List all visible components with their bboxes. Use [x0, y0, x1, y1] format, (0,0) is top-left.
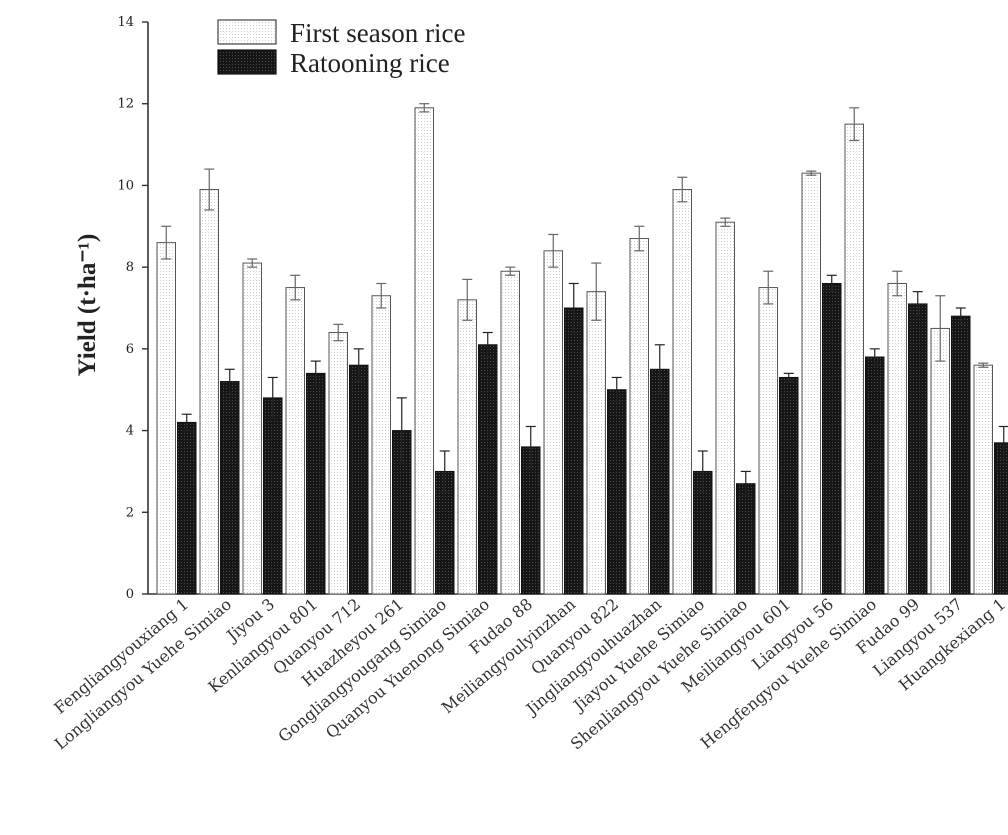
bar-first-season [630, 239, 649, 594]
y-tick-label: 8 [126, 260, 134, 275]
bar-first-season [673, 190, 692, 594]
y-tick-label: 6 [126, 342, 134, 357]
legend-label-ratooning: Ratooning rice [290, 48, 450, 78]
bar-first-season [200, 190, 219, 594]
legend: First season rice Ratooning rice [218, 18, 465, 78]
legend-swatch-first-season [218, 20, 276, 44]
bar-first-season [974, 365, 993, 594]
bar-first-season [759, 288, 778, 594]
bar-first-season [587, 292, 606, 594]
bar-ratooning [737, 484, 756, 594]
bar-first-season [501, 271, 520, 594]
y-tick-label: 0 [126, 587, 134, 602]
bar-ratooning [780, 377, 799, 594]
bar-ratooning [178, 422, 197, 594]
bar-ratooning [651, 369, 670, 594]
bar-ratooning [952, 316, 971, 594]
y-tick-label: 2 [126, 505, 134, 520]
legend-swatch-ratooning [218, 50, 276, 74]
bar-ratooning [565, 308, 584, 594]
bar-first-season [415, 108, 434, 594]
bar-ratooning [866, 357, 885, 594]
bar-ratooning [909, 304, 928, 594]
category-labels: Fengliangyouxiang 1Longliangyou Yuehe Si… [50, 595, 1008, 754]
bar-ratooning [264, 398, 283, 594]
y-tick-label: 14 [117, 15, 134, 30]
bar-first-season [286, 288, 305, 594]
bar-ratooning [221, 382, 240, 594]
legend-label-first-season: First season rice [290, 18, 465, 48]
y-axis-label: Yield (t·ha⁻¹) [74, 234, 101, 377]
bar-first-season [329, 333, 348, 594]
bar-ratooning [350, 365, 369, 594]
bar-ratooning [608, 390, 627, 594]
bar-ratooning [995, 443, 1008, 594]
bar-ratooning [522, 447, 541, 594]
bar-first-season [716, 222, 735, 594]
bars-group [157, 104, 1008, 594]
bar-ratooning [307, 373, 326, 594]
bar-first-season [544, 251, 563, 594]
bar-ratooning [479, 345, 498, 594]
bar-first-season [243, 263, 262, 594]
bar-first-season [888, 283, 907, 594]
bar-ratooning [823, 283, 842, 594]
bar-first-season [157, 243, 176, 594]
y-tick-label: 10 [117, 178, 134, 193]
bar-first-season [931, 328, 950, 594]
bar-first-season [458, 300, 477, 594]
bar-first-season [802, 173, 821, 594]
x-category-label: Longliangyou Yuehe Simiao [51, 595, 235, 754]
bar-first-season [372, 296, 391, 594]
y-tick-label: 4 [126, 424, 134, 439]
y-tick-label: 12 [117, 97, 134, 112]
bar-first-season [845, 124, 864, 594]
